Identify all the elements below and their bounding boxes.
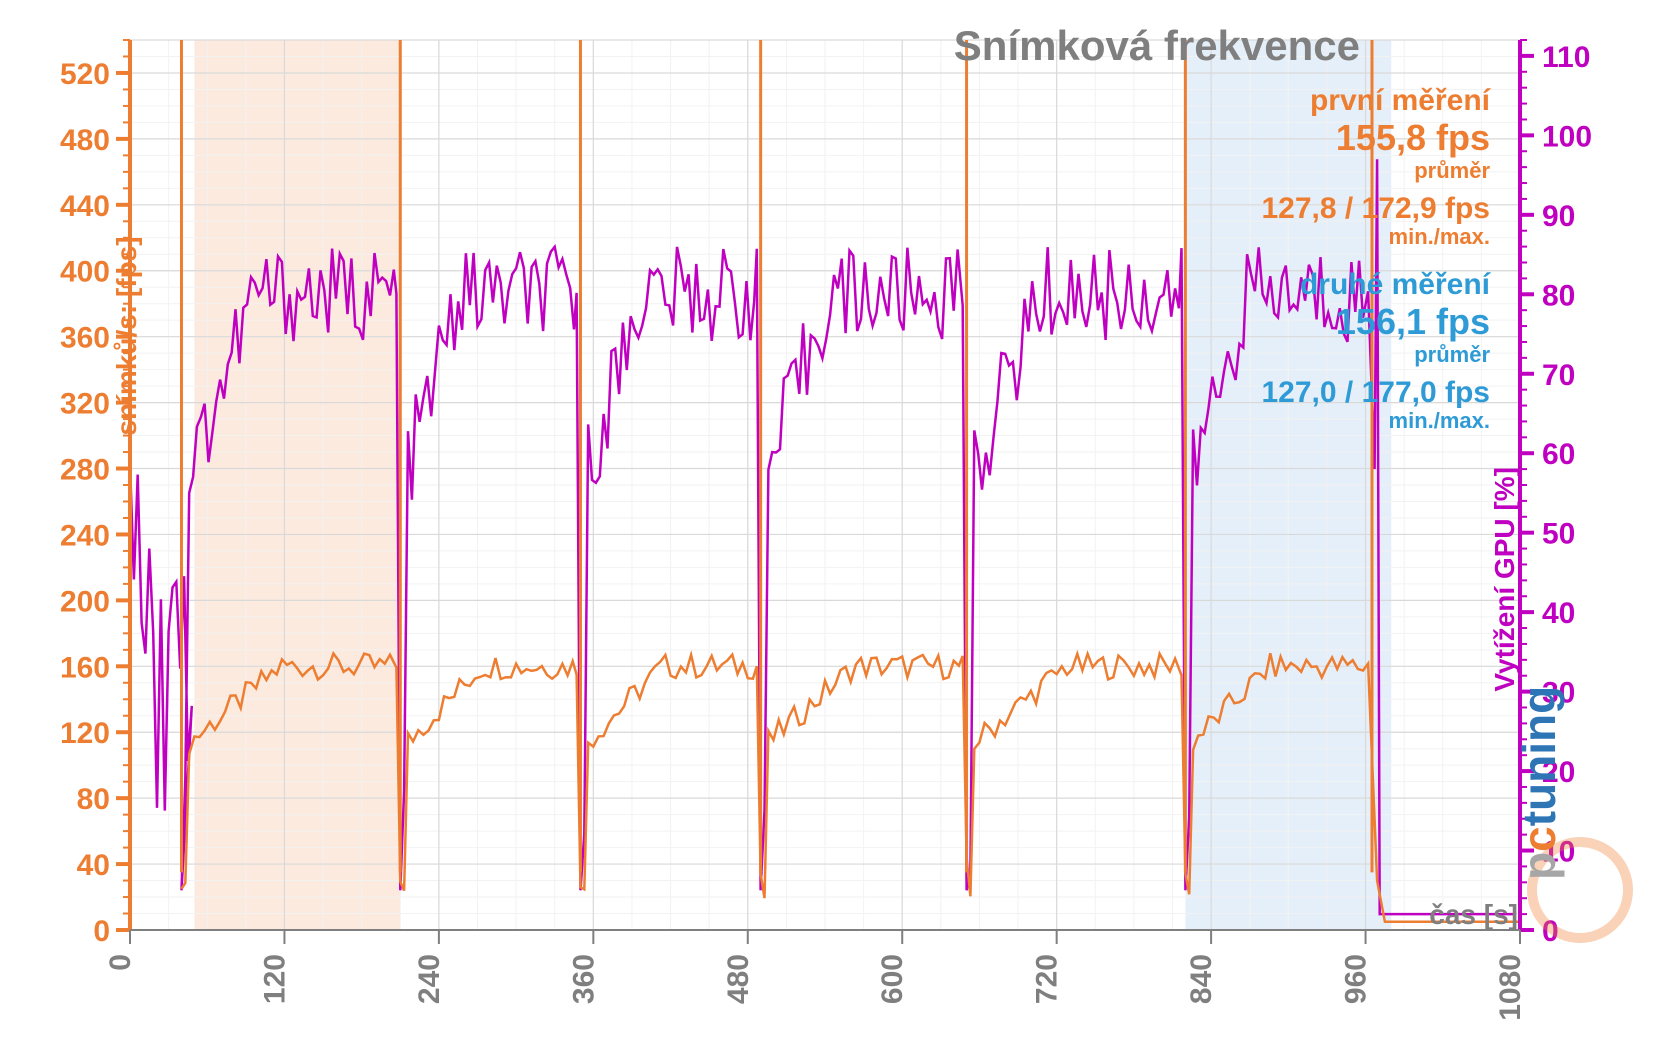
y-left-tick: 160 (60, 651, 110, 684)
m2-value: 156,1 fps (1336, 301, 1490, 342)
y-left-label: snímků/s: [fps] (111, 236, 142, 435)
chart-svg: 0 40 80 120 160 200 240 280 320 360 400 440 480 520 0 1… (0, 0, 1656, 1044)
m1-range: 127,8 / 172,9 fps (1262, 192, 1491, 225)
x-tick: 1080 (1494, 954, 1527, 1021)
y-right-tick: 40 (1542, 597, 1575, 630)
x-tick: 0 (104, 954, 137, 971)
y-right-tick: 80 (1542, 279, 1575, 312)
x-tick: 120 (258, 954, 291, 1004)
framerate-chart: 0 40 80 120 160 200 240 280 320 360 400 440 480 520 0 1… (0, 0, 1656, 1044)
y-right-label: Vytížení GPU [%] (1489, 467, 1520, 692)
y-left-tick: 120 (60, 717, 110, 750)
y-right-tick: 50 (1542, 518, 1575, 551)
y-right-tick: 60 (1542, 438, 1575, 471)
y-left-tick: 480 (60, 124, 110, 157)
y-right-tick: 110 (1542, 41, 1590, 74)
m2-header: druhé měření (1300, 268, 1492, 301)
x-tick: 960 (1340, 954, 1373, 1004)
m1-header: první měření (1310, 84, 1492, 117)
y-left-tick: 200 (60, 585, 110, 618)
y-right-tick: 70 (1542, 359, 1575, 392)
y-left-tick: 320 (60, 388, 110, 421)
y-right-tick: 90 (1542, 200, 1575, 233)
m2-range-label: min./max. (1389, 408, 1490, 433)
x-tick: 240 (413, 954, 446, 1004)
y-left-tick: 360 (60, 322, 110, 355)
y-left-tick: 0 (93, 915, 110, 948)
y-left-tick: 240 (60, 519, 110, 552)
y-left-tick: 80 (77, 783, 110, 816)
m1-range-label: min./max. (1389, 224, 1490, 249)
pctuning-watermark: pctuning (1513, 686, 1628, 938)
y-left-tick: 280 (60, 454, 110, 487)
y-left-tick: 440 (60, 190, 110, 223)
y-left-tick: 520 (60, 58, 110, 91)
y-right-tick: 100 (1542, 120, 1592, 153)
m2-range: 127,0 / 177,0 fps (1262, 376, 1491, 409)
x-label: čas [s] (1429, 899, 1518, 930)
x-tick: 480 (722, 954, 755, 1004)
m2-avg: průměr (1414, 342, 1490, 367)
m1-value: 155,8 fps (1336, 117, 1490, 158)
x-tick: 360 (567, 954, 600, 1004)
x-tick: 840 (1185, 954, 1218, 1004)
y-left-tick: 40 (77, 849, 110, 882)
x-tick: 720 (1031, 954, 1064, 1004)
svg-text:pctuning: pctuning (1513, 686, 1565, 880)
chart-title: Snímková frekvence (954, 22, 1360, 69)
x-tick: 600 (876, 954, 909, 1004)
m1-avg: průměr (1414, 158, 1490, 183)
y-left-tick: 400 (60, 256, 110, 289)
